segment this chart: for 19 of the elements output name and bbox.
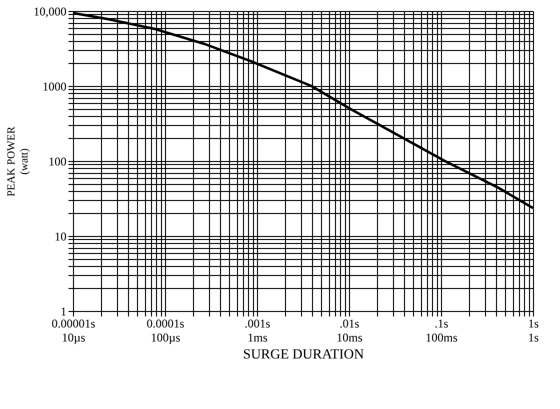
text: 10µs [62, 330, 86, 344]
x-tick-label: .001s [244, 316, 271, 330]
text: 1ms [247, 330, 268, 344]
y-tick-label: 1000 [42, 80, 66, 94]
y-axis-title: PEAK POWER (watt) [6, 126, 30, 196]
y-tick-label: 1 [60, 304, 66, 318]
x-tick-label: 0.00001s [52, 316, 96, 330]
x-tick-label: 1s [528, 316, 540, 330]
x-tick-label: .1s [434, 316, 449, 330]
y-tick-label: 100 [48, 154, 66, 168]
x-tick-label: .01s [340, 316, 360, 330]
y-tick-label: 10 [54, 230, 66, 244]
text: 1s [528, 330, 540, 344]
text: 10ms [336, 330, 363, 344]
text: 100µs [150, 330, 181, 344]
text: 100ms [425, 330, 458, 344]
y-tick-label: 10,000 [34, 4, 66, 18]
x-tick-label: 0.0001s [146, 316, 185, 330]
x-axis-title: SURGE DURATION [243, 348, 364, 362]
